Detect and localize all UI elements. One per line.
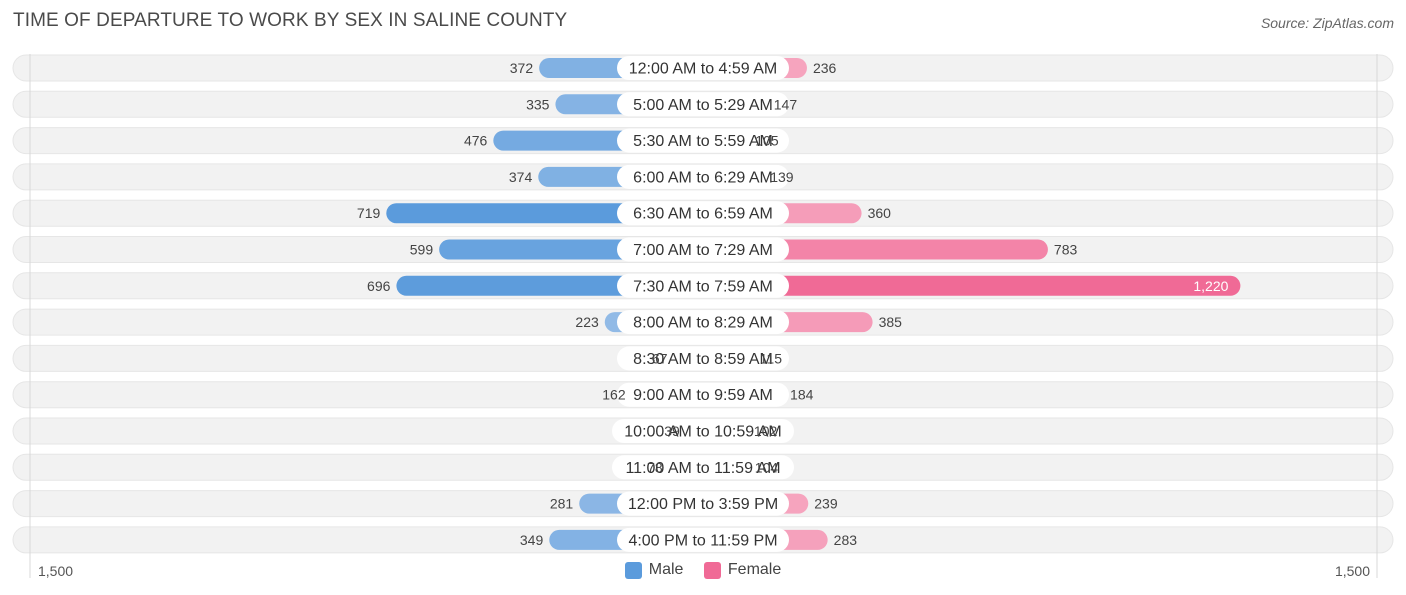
value-label-male: 599 (410, 242, 434, 258)
row-6: 7:30 AM to 7:59 AM 696 1,220 (12, 272, 1394, 300)
value-label-male: 67 (652, 350, 668, 366)
value-label-female: 102 (754, 423, 778, 439)
value-label-male: 349 (520, 532, 544, 548)
category-pill (617, 56, 789, 80)
value-label-female: 1,220 (1193, 278, 1228, 294)
category-pill (617, 164, 789, 189)
category-label: 5:30 AM to 5:59 AM (633, 133, 773, 150)
row-5: 7:00 AM to 7:29 AM 599 783 (12, 236, 1394, 263)
legend-swatch-female (703, 561, 721, 579)
value-label-female: 105 (755, 133, 779, 149)
category-pill (617, 527, 789, 552)
row-0: 12:00 AM to 4:59 AM 372 236 (12, 54, 1394, 82)
value-label-male: 476 (464, 133, 488, 149)
category-pill (617, 346, 789, 371)
category-pill (617, 491, 789, 516)
row-9: 9:00 AM to 9:59 AM 162 184 (12, 381, 1394, 409)
row-4: 6:30 AM to 6:59 AM 719 360 (12, 199, 1394, 227)
value-label-male: 281 (550, 496, 574, 512)
category-pill (617, 237, 789, 262)
row-13: 4:00 PM to 11:59 PM 349 283 (12, 526, 1394, 554)
category-pill (617, 92, 789, 117)
value-label-male: 78 (647, 459, 663, 475)
category-pill (617, 310, 789, 335)
row-7: 8:00 AM to 8:29 AM 223 385 (12, 308, 1394, 336)
value-label-male: 223 (575, 314, 599, 330)
row-12: 12:00 PM to 3:59 PM 281 239 (12, 490, 1394, 518)
axis-label-left: 1,500 (38, 563, 74, 579)
legend-label-male: Male (648, 561, 684, 578)
category-label: 12:00 AM to 4:59 AM (629, 61, 778, 78)
bar-female (691, 275, 1241, 296)
category-label: 4:00 PM to 11:59 PM (628, 532, 777, 549)
value-label-male: 696 (367, 278, 391, 294)
value-label-male: 162 (602, 387, 626, 403)
category-label: 10:00 AM to 10:59 AM (624, 424, 781, 441)
legend-swatch-male (624, 561, 642, 579)
value-label-female: 115 (760, 350, 783, 366)
legend-label-female: Female (727, 561, 782, 578)
value-label-male: 335 (526, 96, 550, 112)
value-label-female: 283 (834, 532, 858, 548)
axis-label-right: 1,500 (1334, 563, 1370, 579)
value-label-female: 139 (770, 169, 794, 185)
category-pill (612, 455, 794, 480)
category-label: 6:00 AM to 6:29 AM (633, 169, 773, 186)
value-label-female: 147 (774, 96, 798, 112)
category-label: 7:30 AM to 7:59 AM (633, 278, 773, 295)
value-label-female: 783 (1054, 242, 1078, 258)
value-label-female: 239 (814, 496, 838, 512)
value-label-female: 385 (879, 314, 903, 330)
chart-title: TIME OF DEPARTURE TO WORK BY SEX IN SALI… (13, 10, 568, 31)
value-label-female: 184 (790, 387, 814, 403)
value-label-female: 236 (813, 60, 837, 76)
value-label-male: 719 (357, 205, 381, 221)
category-label: 9:00 AM to 9:59 AM (633, 387, 773, 404)
category-label: 8:30 AM to 8:59 AM (633, 351, 773, 368)
legend-item-male: Male (624, 561, 684, 579)
category-pill (612, 419, 794, 443)
row-2: 5:30 AM to 5:59 AM 476 105 (12, 127, 1394, 155)
legend-item-female: Female (703, 561, 782, 579)
value-label-female: 360 (868, 205, 892, 221)
row-1: 5:00 AM to 5:29 AM 335 147 (12, 90, 1394, 118)
row-3: 6:00 AM to 6:29 AM 374 139 (12, 163, 1394, 191)
category-label: 8:00 AM to 8:29 AM (633, 315, 773, 332)
category-label: 5:00 AM to 5:29 AM (633, 97, 773, 114)
value-label-male: 372 (510, 60, 534, 76)
value-label-male: 39 (664, 423, 680, 439)
category-label: 7:00 AM to 7:29 AM (633, 242, 773, 259)
legend: Male Female (0, 561, 1406, 584)
source-credit: Source: ZipAtlas.com (1260, 15, 1394, 31)
category-label: 12:00 PM to 3:59 PM (628, 496, 778, 513)
category-pill (617, 273, 789, 298)
value-label-female: 104 (755, 459, 779, 475)
value-label-male: 374 (509, 169, 533, 185)
category-pill (617, 201, 789, 226)
category-pill (617, 382, 789, 407)
category-pill (617, 128, 789, 153)
category-label: 6:30 AM to 6:59 AM (633, 206, 773, 223)
category-label: 11:00 AM to 11:59 AM (625, 460, 780, 477)
